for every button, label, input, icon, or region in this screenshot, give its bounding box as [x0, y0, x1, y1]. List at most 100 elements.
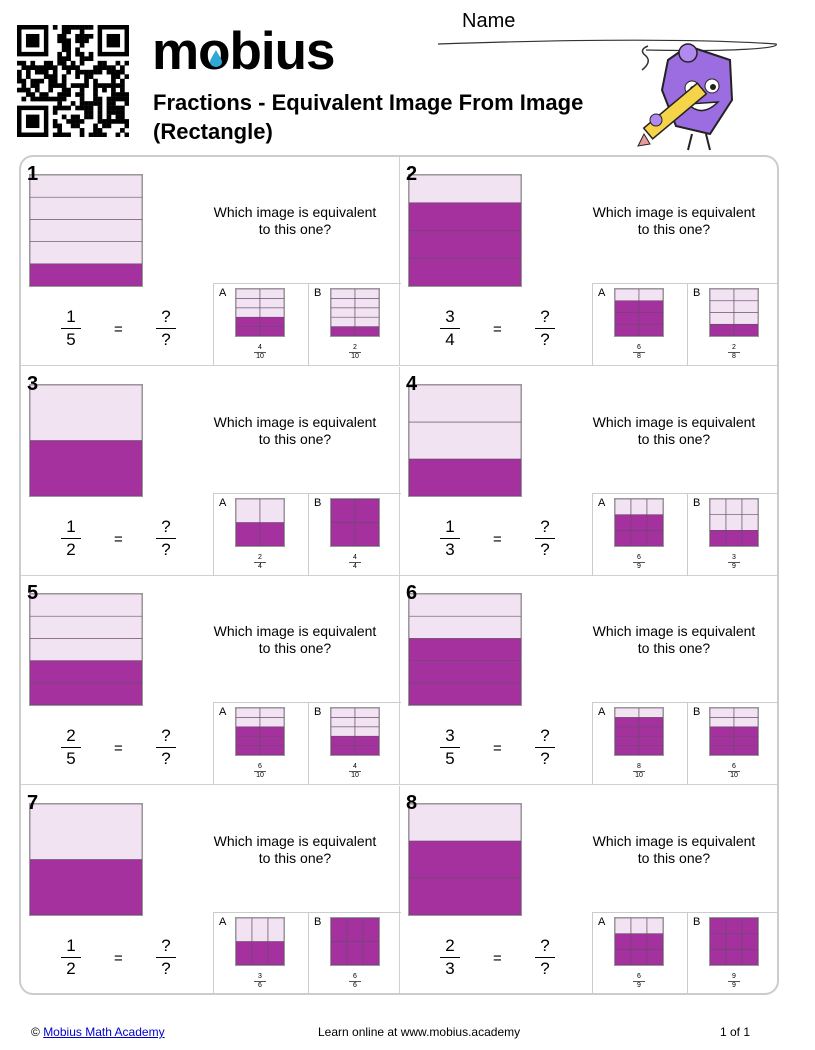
academy-link[interactable]: Mobius Math Academy [43, 1025, 165, 1039]
question-text: Which image is equivalent to this one? [213, 413, 377, 447]
fraction-numerator: 1 [66, 307, 76, 326]
filled-part [646, 513, 663, 531]
filled-part [331, 498, 356, 523]
filled-part [615, 312, 640, 325]
equals-sign: = [493, 321, 502, 338]
fraction-denominator: ? [161, 958, 171, 978]
fraction-numerator: ? [161, 516, 171, 536]
empty-part [331, 298, 356, 309]
fraction-model [30, 175, 142, 286]
fraction-bar [440, 956, 460, 958]
option-b[interactable]: B 6 6 [308, 912, 401, 993]
fraction-denominator: ? [540, 330, 550, 349]
logo-letter: m [152, 22, 199, 81]
option-b[interactable]: B 4 4 [308, 493, 401, 576]
fraction-bar [440, 328, 460, 329]
copyright-symbol: © [31, 1025, 40, 1039]
fraction-model [710, 708, 758, 755]
fraction-numerator: 3 [732, 553, 736, 561]
unknown-fraction: ? ? [533, 936, 557, 979]
fraction-denominator: ? [540, 539, 550, 559]
option-fraction: 6 10 [251, 763, 269, 780]
fraction-bar [156, 747, 176, 748]
option-fraction: 6 6 [346, 973, 364, 990]
option-b[interactable]: B 6 10 [687, 703, 777, 785]
option-a[interactable]: A 2 4 [214, 494, 307, 576]
fraction-bar [156, 956, 176, 958]
filled-part [725, 948, 743, 965]
filled-part [741, 529, 758, 546]
fraction-bar [61, 956, 81, 958]
option-b[interactable]: B 3 9 [687, 493, 777, 576]
main-fraction-image [29, 174, 143, 287]
filled-part [615, 932, 632, 950]
filled-part [741, 917, 758, 934]
filled-part [331, 917, 348, 942]
filled-part [710, 745, 735, 755]
filled-part [30, 682, 142, 705]
filled-part [259, 735, 284, 746]
logo-letter: u [274, 22, 307, 81]
fraction-bar [535, 956, 555, 958]
option-a[interactable]: A 6 8 [593, 284, 686, 366]
option-b[interactable]: B 2 8 [687, 284, 777, 366]
filled-part [615, 726, 640, 737]
option-b[interactable]: B 4 10 [308, 703, 401, 785]
fraction-numerator: 9 [732, 972, 736, 980]
option-a[interactable]: A 6 9 [593, 913, 686, 994]
option-a[interactable]: A 6 10 [214, 703, 307, 785]
option-fraction: 2 10 [346, 344, 364, 361]
fraction-bar [61, 747, 81, 748]
fraction-denominator: 2 [66, 958, 76, 978]
filled-part [615, 735, 640, 746]
filled-part [710, 529, 727, 546]
empty-part [259, 289, 284, 299]
option-image [709, 497, 759, 547]
fraction-numerator: ? [161, 726, 171, 745]
filled-part [331, 940, 348, 965]
filled-part [638, 323, 663, 336]
option-a[interactable]: A 3 6 [214, 913, 307, 994]
filled-part [259, 726, 284, 737]
fraction-denominator: 10 [351, 353, 359, 360]
option-a[interactable]: A 4 10 [214, 284, 307, 366]
filled-part [710, 323, 735, 336]
fraction-numerator: 1 [66, 516, 76, 536]
option-a[interactable]: A 8 10 [593, 703, 686, 785]
option-b[interactable]: B 9 9 [687, 912, 777, 993]
empty-part [236, 708, 261, 718]
filled-part [646, 932, 663, 950]
option-label: B [693, 496, 701, 509]
fraction-numerator: 6 [732, 763, 736, 770]
problem-cell: 8 Which image is equivalent to this one?… [400, 786, 777, 994]
option-b[interactable]: B 2 10 [308, 284, 401, 366]
empty-part [409, 615, 521, 639]
given-fraction: 1 2 [59, 936, 83, 979]
fraction-denominator: 5 [66, 330, 76, 349]
empty-part [733, 312, 758, 325]
filled-part [354, 745, 379, 755]
option-label: B [693, 706, 701, 718]
empty-part [733, 300, 758, 313]
fraction-numerator: 4 [353, 553, 357, 561]
fraction-model [30, 594, 142, 705]
option-a[interactable]: A 6 9 [593, 494, 686, 576]
unknown-fraction: ? ? [154, 307, 178, 350]
option-image [235, 707, 285, 756]
filled-part [615, 745, 640, 755]
option-image [709, 707, 759, 756]
logo: mo bius [152, 22, 336, 82]
filled-part [733, 735, 758, 746]
empty-part [354, 307, 379, 318]
filled-part [630, 513, 648, 531]
name-label: Name [462, 10, 516, 32]
filled-part [354, 326, 379, 336]
fraction-numerator: 3 [445, 307, 455, 326]
empty-part [630, 498, 648, 515]
empty-part [733, 289, 758, 302]
question-text: Which image is equivalent to this one? [592, 413, 756, 447]
fraction-model [615, 917, 663, 965]
empty-part [30, 196, 142, 220]
filled-part [615, 717, 640, 728]
footer-copyright: © Mobius Math Academy [31, 1025, 165, 1039]
